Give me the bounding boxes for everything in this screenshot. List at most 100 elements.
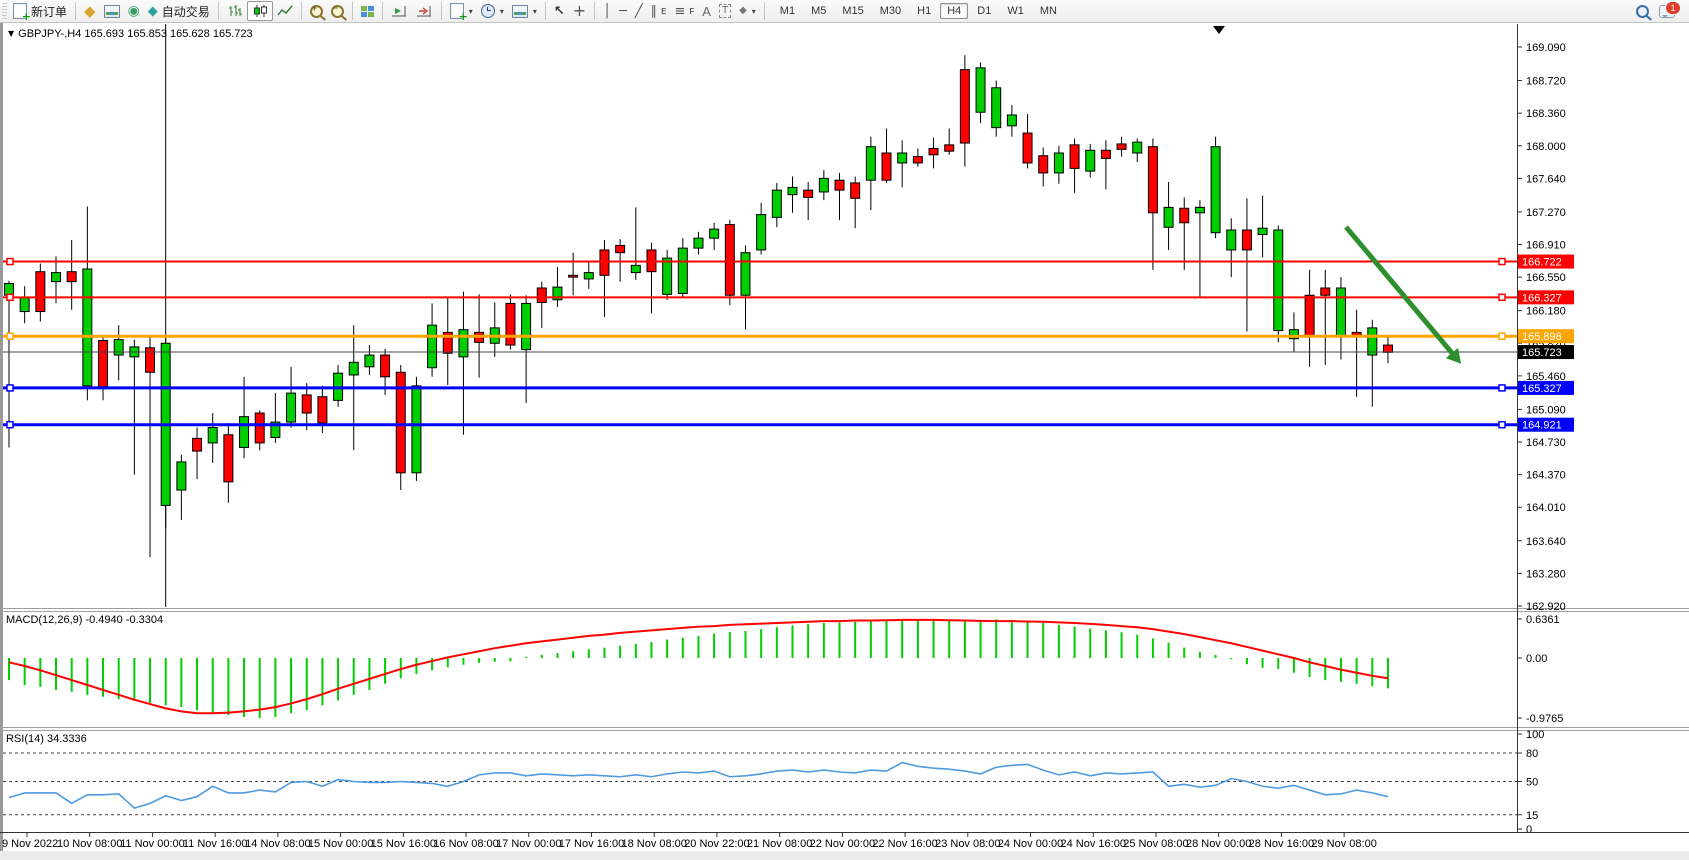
crosshair-tool-button[interactable]: + [569, 1, 590, 21]
label-tool-button[interactable]: T [715, 1, 735, 21]
templates-button[interactable]: ▾ [508, 1, 541, 21]
candlestick-mode-button[interactable] [246, 1, 273, 21]
channel-tool-button[interactable]: ∥ E [647, 1, 671, 21]
svg-text:15 Nov 00:00: 15 Nov 00:00 [308, 838, 373, 850]
chart-shift-marker [1213, 26, 1225, 34]
svg-text:167.640: 167.640 [1526, 173, 1566, 185]
template-icon [511, 4, 528, 18]
candlestick-icon [253, 5, 267, 17]
collapse-icon[interactable]: ▼ [8, 29, 15, 38]
label-tool-icon: T [718, 4, 732, 18]
auto-scroll-icon [391, 6, 406, 17]
text-tool-icon: A [702, 3, 711, 19]
chart-shift-button[interactable] [412, 1, 437, 21]
svg-text:165.327: 165.327 [1522, 383, 1562, 395]
svg-text:163.280: 163.280 [1526, 568, 1566, 580]
svg-text:50: 50 [1526, 777, 1538, 789]
clock-icon [480, 4, 495, 18]
chevron-down-icon[interactable]: ▾ [499, 6, 504, 16]
auto-scroll-button[interactable] [387, 1, 412, 21]
trendline-tool-button[interactable]: ╱ [631, 1, 647, 21]
shapes-icon: ◆ [739, 5, 747, 16]
signal-button[interactable]: ◉ [124, 1, 144, 21]
trendline-icon: ╱ [634, 3, 643, 19]
tf-button-w1[interactable]: W1 [1007, 5, 1024, 17]
toolbar: + 新订单 ◆ ◉ ◆ 自动交易 + − [0, 0, 1689, 23]
svg-text:164.921: 164.921 [1522, 420, 1562, 432]
svg-text:25 Nov 08:00: 25 Nov 08:00 [1123, 838, 1188, 850]
vertical-line-tool-button[interactable]: │ [599, 1, 615, 21]
separator [381, 2, 383, 20]
separator [217, 2, 219, 20]
tf-button-m1[interactable]: M1 [779, 5, 796, 17]
svg-text:165.460: 165.460 [1526, 371, 1566, 383]
svg-text:15 Nov 16:00: 15 Nov 16:00 [371, 838, 436, 850]
svg-text:166.550: 166.550 [1526, 272, 1566, 284]
zoom-in-button[interactable]: + [306, 1, 327, 21]
svg-text:164.370: 164.370 [1526, 470, 1566, 482]
svg-text:11 Nov 16:00: 11 Nov 16:00 [183, 838, 248, 850]
auto-trading-icon: ◆ [147, 3, 158, 19]
zoom-out-button[interactable]: − [327, 1, 348, 21]
svg-text:22 Nov 00:00: 22 Nov 00:00 [810, 838, 875, 850]
svg-text:17 Nov 00:00: 17 Nov 00:00 [496, 838, 561, 850]
svg-text:17 Nov 16:00: 17 Nov 16:00 [559, 838, 624, 850]
chevron-down-icon[interactable]: ▾ [532, 6, 537, 16]
svg-text:80: 80 [1526, 748, 1538, 760]
shapes-tool-button[interactable]: ◆ ▾ [735, 1, 760, 21]
notifications-icon[interactable]: 1 [1659, 0, 1681, 18]
tf-button-h4[interactable]: H4 [940, 3, 969, 19]
indicators-button[interactable]: + ▾ [446, 1, 477, 22]
svg-text:21 Nov 08:00: 21 Nov 08:00 [747, 838, 812, 850]
add-indicator-icon: + [449, 3, 468, 22]
chevron-down-icon[interactable]: ▾ [468, 6, 473, 16]
svg-text:28 Nov 00:00: 28 Nov 00:00 [1186, 838, 1251, 850]
new-order-button[interactable]: + 新订单 [9, 1, 71, 22]
tf-button-mn[interactable]: MN [1039, 5, 1057, 17]
toolbar-right: 1 [1636, 0, 1689, 18]
svg-text:165.090: 165.090 [1526, 404, 1566, 416]
horizontal-line-tool-button[interactable]: ─ [615, 1, 631, 21]
tile-windows-button[interactable] [357, 1, 378, 21]
svg-text:168.720: 168.720 [1526, 76, 1566, 88]
market-watch-button[interactable]: ◆ [80, 1, 100, 21]
bar-chart-mode-button[interactable] [223, 1, 247, 21]
separator [763, 2, 765, 20]
tf-button-m5[interactable]: M5 [811, 5, 827, 17]
gold-diamond-icon: ◆ [84, 1, 96, 20]
line-chart-mode-button[interactable] [273, 1, 297, 21]
svg-text:22 Nov 16:00: 22 Nov 16:00 [872, 838, 937, 850]
tf-button-h1[interactable]: H1 [917, 5, 932, 17]
svg-text:24 Nov 00:00: 24 Nov 00:00 [998, 838, 1063, 850]
notification-badge: 1 [1665, 0, 1681, 15]
tf-button-m30[interactable]: M30 [879, 5, 902, 17]
tf-button-m15[interactable]: M15 [842, 5, 864, 17]
auto-trading-label: 自动交易 [161, 4, 210, 19]
svg-text:9 Nov 2022: 9 Nov 2022 [2, 838, 58, 850]
svg-text:166.327: 166.327 [1522, 292, 1562, 304]
auto-trading-button[interactable]: ◆ 自动交易 [144, 1, 214, 21]
svg-text:16 Nov 08:00: 16 Nov 08:00 [433, 838, 498, 850]
svg-text:166.910: 166.910 [1526, 240, 1566, 252]
channel-sub-label: E [661, 6, 667, 16]
svg-text:-0.9765: -0.9765 [1526, 713, 1563, 725]
search-icon[interactable] [1636, 4, 1649, 18]
macd-label: MACD(12,26,9) -0.4940 -0.3304 [6, 614, 164, 626]
zoom-in-icon: + [309, 3, 323, 18]
svg-text:23 Nov 08:00: 23 Nov 08:00 [935, 838, 1000, 850]
chart-window-icon [103, 4, 120, 18]
new-chart-button[interactable] [100, 1, 124, 21]
svg-text:165.723: 165.723 [1522, 347, 1562, 359]
separator [300, 2, 302, 20]
tf-button-d1[interactable]: D1 [977, 5, 992, 17]
fibonacci-icon: ≡ [674, 3, 686, 19]
svg-text:165.898: 165.898 [1522, 331, 1562, 343]
cursor-tool-button[interactable]: ↖ [550, 1, 569, 21]
symbol-ohlc-text: GBPJPY-,H4 165.693 165.853 165.628 165.7… [18, 28, 253, 40]
svg-text:18 Nov 08:00: 18 Nov 08:00 [621, 838, 686, 850]
periods-button[interactable]: ▾ [477, 1, 508, 21]
chevron-down-icon[interactable]: ▾ [751, 6, 756, 16]
text-tool-button[interactable]: A [698, 1, 715, 21]
fibonacci-tool-button[interactable]: ≡ F [670, 1, 698, 21]
